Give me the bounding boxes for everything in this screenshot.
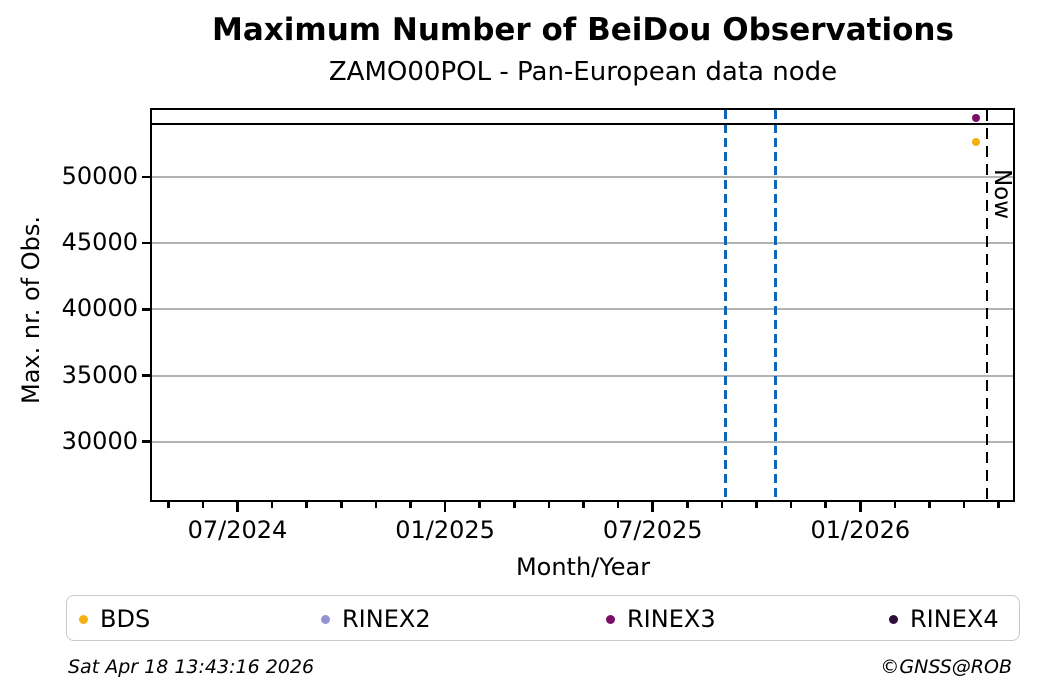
y-gridline xyxy=(152,374,1015,377)
x-tick-label: 07/2024 xyxy=(187,516,288,544)
x-minor-tick-mark xyxy=(167,502,170,508)
now-line xyxy=(985,110,989,502)
y-gridline xyxy=(152,440,1015,443)
legend-item-rinex3: RINEX3 xyxy=(606,596,716,642)
x-tick-label: 07/2025 xyxy=(602,516,703,544)
x-minor-tick-mark xyxy=(928,502,931,508)
legend-item-rinex4: RINEX4 xyxy=(889,596,999,642)
x-minor-tick-mark xyxy=(305,502,308,508)
y-tick-label: 50000 xyxy=(61,161,138,190)
plot-area xyxy=(150,108,1015,502)
x-minor-tick-mark xyxy=(824,502,827,508)
y-tick-label: 40000 xyxy=(61,294,138,323)
now-label: Now xyxy=(988,168,1015,220)
y-tick-mark xyxy=(142,440,152,443)
legend-label: BDS xyxy=(100,605,151,633)
x-minor-tick-mark xyxy=(616,502,620,508)
y-tick-label: 35000 xyxy=(61,360,138,389)
chart-subtitle: ZAMO00POL - Pan-European data node xyxy=(328,57,838,87)
y-tick-label: 45000 xyxy=(61,228,138,257)
legend-label: RINEX2 xyxy=(342,605,431,633)
x-minor-tick-mark xyxy=(409,502,412,508)
x-minor-tick-mark xyxy=(340,502,343,508)
max-reference-line xyxy=(152,122,1015,126)
x-major-tick-mark xyxy=(443,502,447,512)
x-minor-tick-mark xyxy=(755,502,758,508)
x-tick-label: 01/2025 xyxy=(395,516,495,544)
x-minor-tick-mark xyxy=(513,502,516,508)
x-major-tick-mark xyxy=(651,502,654,512)
legend-label: RINEX3 xyxy=(627,605,716,633)
x-minor-tick-mark xyxy=(789,502,793,508)
y-gridline xyxy=(152,242,1015,245)
legend-marker-icon xyxy=(889,614,898,624)
x-major-tick-mark xyxy=(859,502,862,512)
chart-title: Maximum Number of BeiDou Observations xyxy=(212,12,954,48)
data-point-rinex3 xyxy=(971,113,980,122)
event-line xyxy=(774,110,778,502)
x-minor-tick-mark xyxy=(720,502,724,508)
y-tick-mark xyxy=(142,241,152,245)
event-line xyxy=(724,110,728,502)
y-gridline xyxy=(152,175,1015,178)
data-point-bds xyxy=(971,138,980,147)
legend-item-rinex2: RINEX2 xyxy=(321,596,431,642)
y-tick-label: 30000 xyxy=(61,426,138,455)
y-tick-mark xyxy=(142,374,152,377)
x-minor-tick-mark xyxy=(547,502,551,508)
x-minor-tick-mark xyxy=(997,502,1000,508)
x-major-tick-mark xyxy=(236,502,239,512)
x-minor-tick-mark xyxy=(686,502,689,508)
x-tick-label: 01/2026 xyxy=(810,516,911,544)
x-minor-tick-mark xyxy=(893,502,897,508)
y-tick-mark xyxy=(142,175,152,179)
legend-item-bds: BDS xyxy=(79,596,150,642)
x-minor-tick-mark xyxy=(962,502,966,508)
x-minor-tick-mark xyxy=(478,502,481,508)
x-minor-tick-mark xyxy=(201,502,205,508)
legend-marker-icon xyxy=(321,614,330,624)
x-minor-tick-mark xyxy=(374,502,378,508)
x-minor-tick-mark xyxy=(270,502,274,508)
legend-label: RINEX4 xyxy=(910,605,999,633)
y-tick-mark xyxy=(142,308,152,311)
legend-marker-icon xyxy=(606,614,615,624)
x-axis-label: Month/Year xyxy=(515,553,651,581)
copyright: ©GNSS@ROB xyxy=(880,656,1012,678)
x-minor-tick-mark xyxy=(582,502,585,508)
legend: BDS RINEX2 RINEX3 RINEX4 xyxy=(66,595,1020,641)
y-gridline xyxy=(152,308,1015,311)
timestamp: Sat Apr 18 13:43:16 2026 xyxy=(68,656,315,678)
legend-marker-icon xyxy=(79,614,88,624)
